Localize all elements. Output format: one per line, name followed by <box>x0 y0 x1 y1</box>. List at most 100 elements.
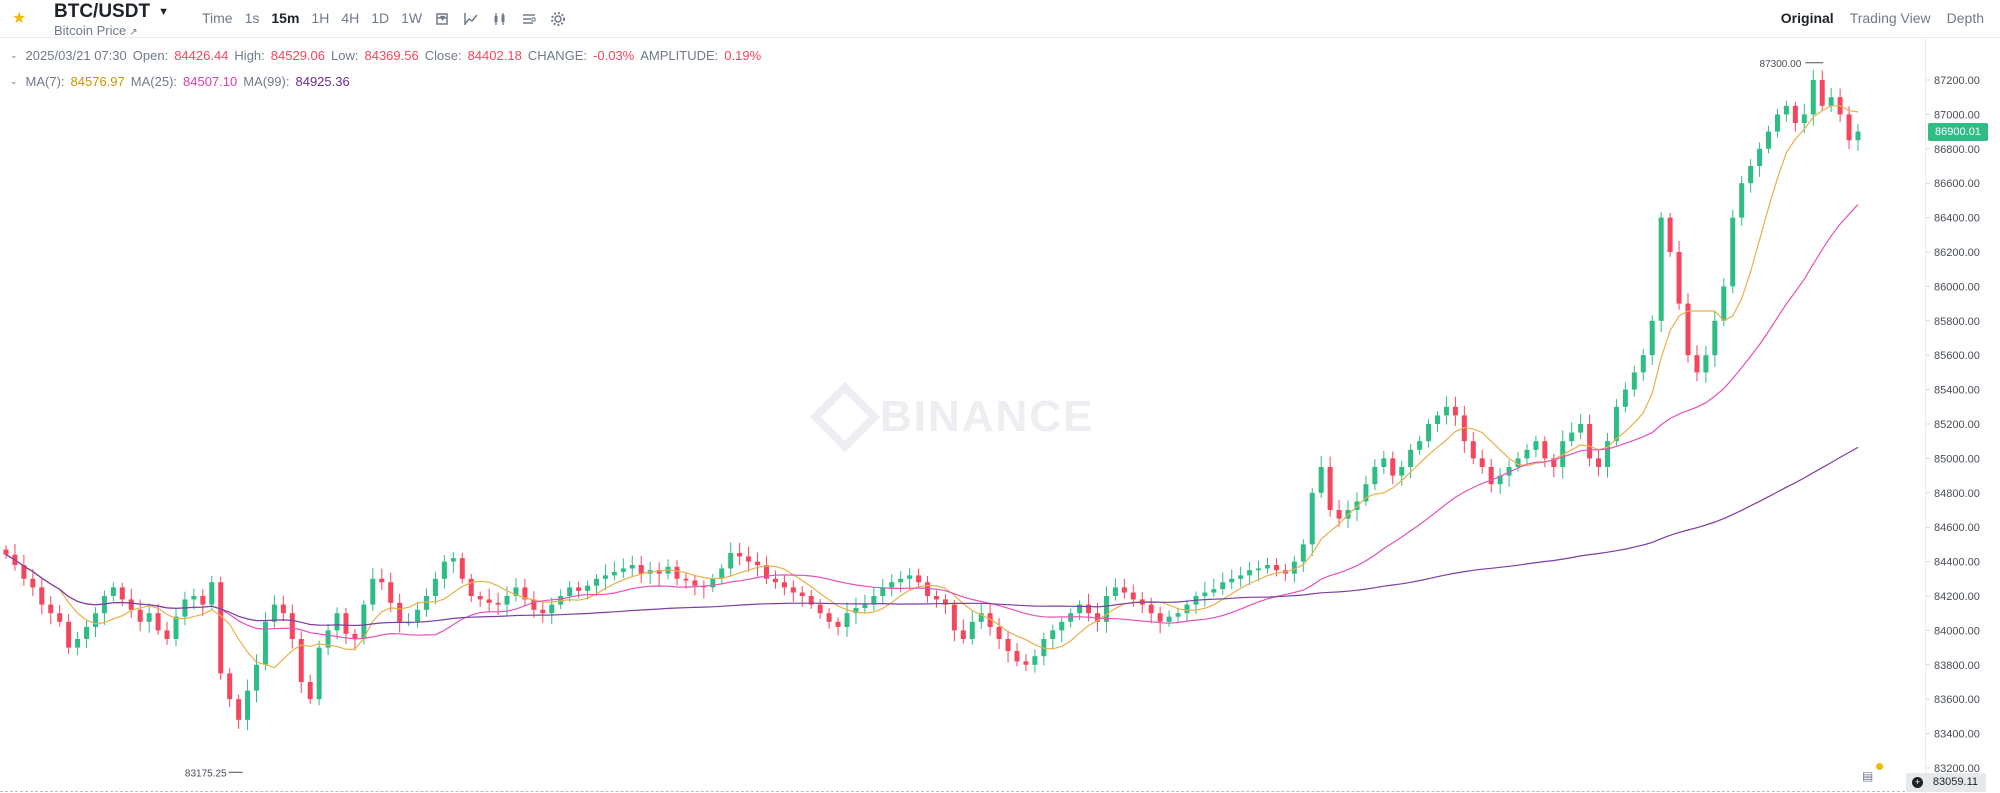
candle-down <box>951 604 957 631</box>
collapse-chevron-icon[interactable]: ⌄ <box>10 50 18 60</box>
candle-up <box>1774 114 1780 132</box>
crosshair-price-tag: + 83059.11 <box>1906 773 1986 792</box>
candle-down <box>1488 467 1494 485</box>
candle-down <box>66 621 72 648</box>
candle-down <box>772 578 778 583</box>
candle-down <box>933 596 939 600</box>
candle-type-icon[interactable] <box>434 11 450 27</box>
pair-subtitle-link[interactable]: Bitcoin Price ↗ <box>54 23 138 38</box>
candle-up <box>1730 217 1736 287</box>
candle-down <box>1846 114 1852 141</box>
ma25-label: MA(25): <box>130 74 178 89</box>
view-original[interactable]: Original <box>1780 10 1834 26</box>
candle-up <box>585 585 591 591</box>
close-value: 84402.18 <box>467 48 522 63</box>
y-tick-label: 83600.00 <box>1934 694 1980 706</box>
interval-time[interactable]: Time <box>202 10 233 26</box>
candle-down <box>808 596 814 605</box>
y-tick-label: 86200.00 <box>1934 247 1980 259</box>
ma-collapse-chevron-icon[interactable]: ⌄ <box>10 76 18 86</box>
candle-up <box>1515 458 1521 467</box>
candle-up <box>1247 570 1253 576</box>
candle-up <box>432 578 438 596</box>
candle-down <box>746 556 752 562</box>
indicator-icon[interactable] <box>463 11 479 27</box>
y-tick-label: 85400.00 <box>1934 385 1980 397</box>
candle-up <box>450 558 456 562</box>
interval-selector: Time 1s 15m 1H 4H 1D 1W ▼ <box>196 10 457 26</box>
interval-1h[interactable]: 1H <box>311 10 330 26</box>
candle-up <box>441 561 447 579</box>
candle-up <box>245 690 251 720</box>
interval-4h[interactable]: 4H <box>341 10 360 26</box>
candle-up <box>1291 561 1297 574</box>
candle-up <box>1712 320 1718 356</box>
candle-down <box>1792 105 1798 123</box>
candle-down <box>1095 613 1101 622</box>
candle-down <box>280 604 286 614</box>
candle-down <box>30 578 36 588</box>
ma99-label: MA(99): <box>243 74 290 89</box>
amplitude-label: AMPLITUDE: <box>640 48 719 63</box>
interval-15m[interactable]: 15m <box>271 10 300 26</box>
ma7-value: 84576.97 <box>70 74 125 89</box>
interval-1s[interactable]: 1s <box>244 10 260 26</box>
candle-up <box>1103 596 1109 622</box>
y-tick-label: 84200.00 <box>1934 591 1980 603</box>
chart-tools <box>434 11 566 27</box>
candle-down <box>1005 639 1011 652</box>
crosshair-price-value: 83059.11 <box>1932 776 1978 788</box>
pair-selector[interactable]: BTC/USDT ▼ <box>54 1 169 23</box>
candlestick-chart[interactable]: 87200.00 87000.00 86800.00 86600.00 86400.00… <box>0 38 2000 793</box>
candle-up <box>567 587 573 596</box>
interval-1d[interactable]: 1D <box>371 10 390 26</box>
crosshair-plus-icon[interactable]: + <box>1912 777 1923 788</box>
candle-down <box>960 630 966 639</box>
high-label: High: <box>234 48 265 63</box>
candle-up <box>1211 589 1217 593</box>
candle-up <box>1569 432 1575 442</box>
y-tick-label: 84800.00 <box>1934 488 1980 500</box>
view-trading-view[interactable]: Trading View <box>1849 10 1931 26</box>
candle-down <box>227 673 233 700</box>
candle-up <box>862 604 868 609</box>
candle-down <box>638 565 644 574</box>
interval-1w[interactable]: 1W <box>401 10 423 26</box>
candle-down <box>1023 661 1029 665</box>
candle-down <box>737 553 743 557</box>
candle-up <box>1757 148 1763 166</box>
settings-icon[interactable] <box>550 11 566 27</box>
candle-up <box>1855 131 1861 141</box>
data-window-icon[interactable]: ▤ <box>1862 769 1874 783</box>
candle-up <box>1166 616 1172 622</box>
candle-down <box>379 578 385 583</box>
candle-up <box>1256 568 1262 571</box>
candle-down <box>307 682 313 700</box>
candle-down <box>468 578 474 596</box>
current-price-tag: 86900.01 <box>1928 123 1988 141</box>
candle-up <box>1506 467 1512 476</box>
candle-down <box>343 613 349 634</box>
candle-down <box>531 599 537 610</box>
candle-down <box>1157 613 1163 622</box>
candle-down <box>486 599 492 603</box>
view-depth[interactable]: Depth <box>1946 10 1984 26</box>
candle-up <box>361 604 367 639</box>
candle-up <box>1408 449 1414 467</box>
chart-style-icon[interactable] <box>492 11 508 27</box>
candle-up <box>853 608 859 614</box>
candle-up <box>415 609 421 622</box>
y-tick-label: 86400.00 <box>1934 213 1980 225</box>
candle-up <box>1372 467 1378 485</box>
candle-up <box>978 613 984 622</box>
candle-up <box>1631 372 1637 390</box>
candle-down <box>835 621 841 627</box>
y-tick-label: 85200.00 <box>1934 419 1980 431</box>
layout-icon[interactable] <box>521 11 537 27</box>
favorite-star-icon[interactable]: ★ <box>12 10 27 27</box>
candle-down <box>1667 217 1673 252</box>
candle-up <box>1265 565 1271 569</box>
y-tick-label: 83200.00 <box>1934 763 1980 775</box>
candle-up <box>710 578 716 588</box>
candle-down <box>683 578 689 581</box>
